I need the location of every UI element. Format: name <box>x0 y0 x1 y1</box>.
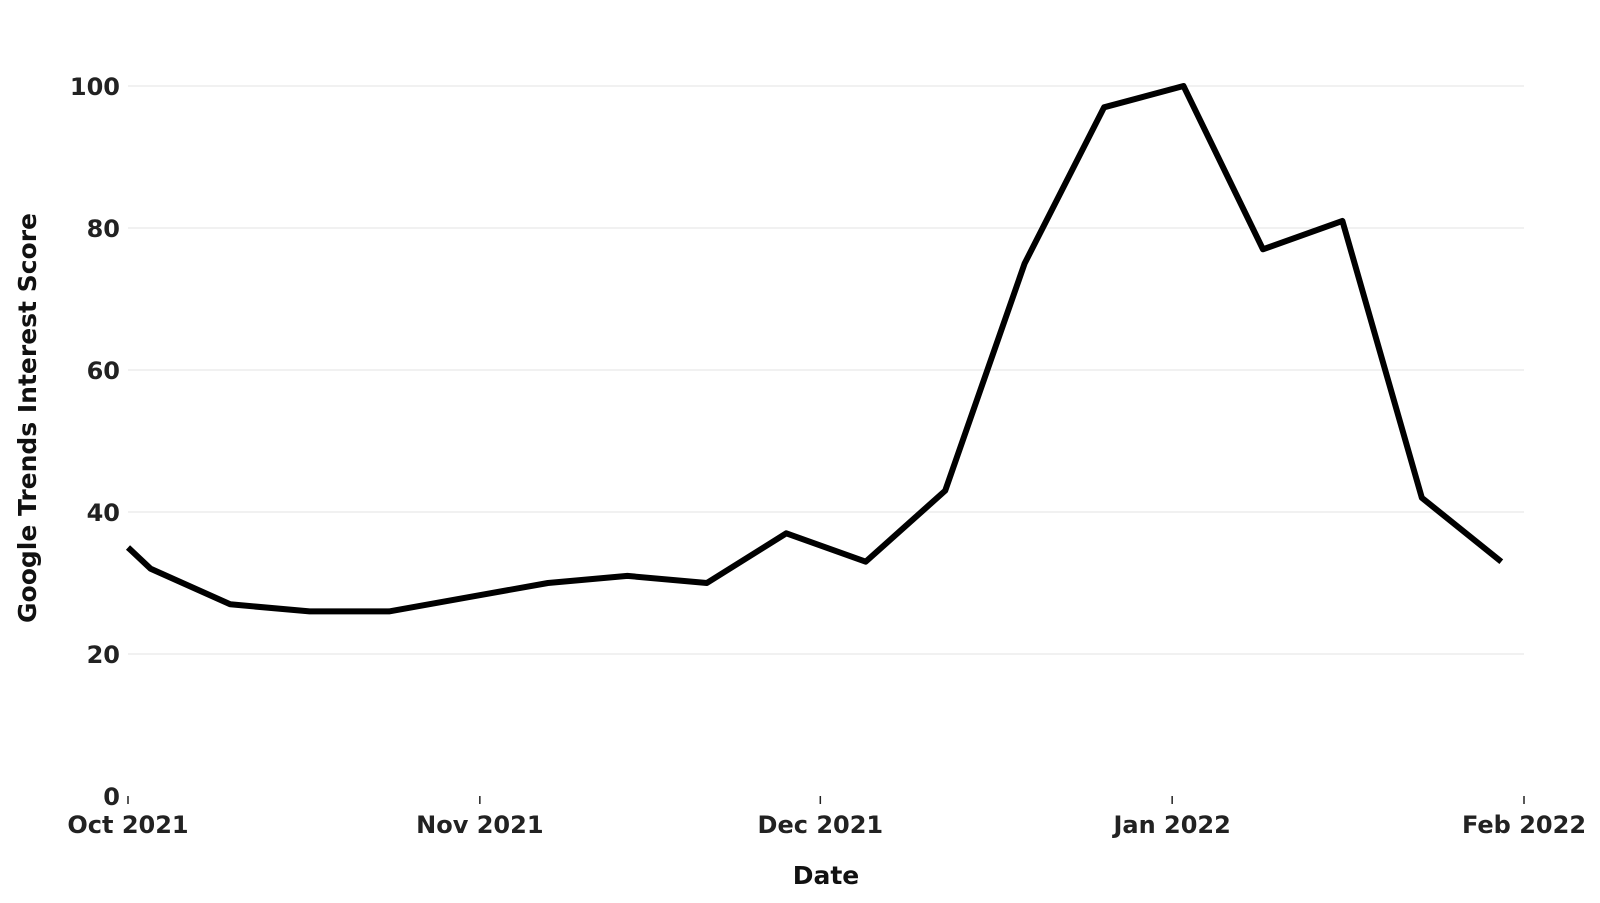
y-axis: 0 20 40 60 80 100 <box>70 73 120 811</box>
y-tick-label-3: 60 <box>87 357 120 385</box>
y-tick-label-4: 80 <box>87 215 120 243</box>
x-tick-label-3: Jan 2022 <box>1111 811 1230 839</box>
series-layer <box>125 83 1504 615</box>
y-tick-label-1: 20 <box>87 641 120 669</box>
grid <box>128 85 1524 655</box>
x-tick-label-1: Nov 2021 <box>416 811 543 839</box>
y-tick-label-2: 40 <box>87 499 120 527</box>
y-tick-label-5: 100 <box>70 73 120 101</box>
series-line-0 <box>125 83 1504 615</box>
y-tick-label-0: 0 <box>103 783 120 811</box>
x-tick-label-0: Oct 2021 <box>67 811 188 839</box>
x-tick-label-2: Dec 2021 <box>758 811 884 839</box>
x-tick-label-4: Feb 2022 <box>1462 811 1586 839</box>
y-axis-title: Google Trends Interest Score <box>13 213 42 623</box>
x-axis-title: Date <box>793 861 860 890</box>
x-axis: Oct 2021 Nov 2021 Dec 2021 Jan 2022 Feb 2022 <box>67 796 1586 839</box>
